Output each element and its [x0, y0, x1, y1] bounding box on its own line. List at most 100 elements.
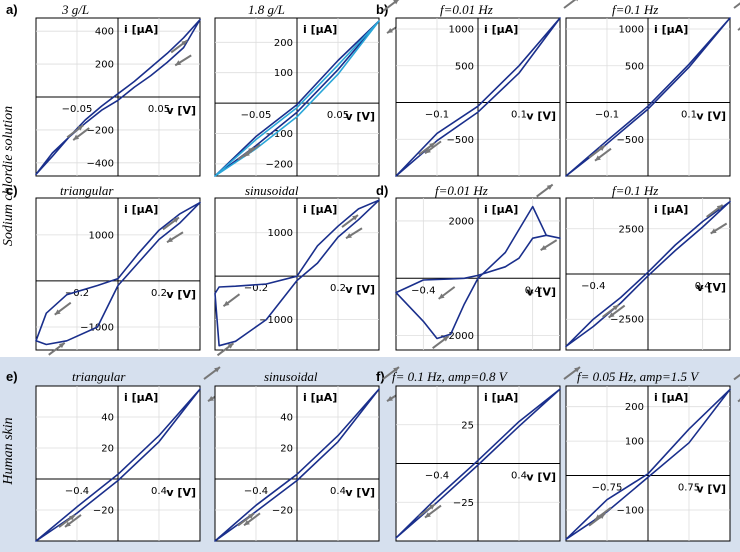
x-tick-label: −0.4 — [244, 486, 268, 497]
x-tick-label: 0.2 — [151, 288, 167, 299]
x-tick-label: 0.1 — [511, 110, 527, 121]
y-tick-label: 1000 — [89, 230, 114, 241]
y-tick-label: 2000 — [449, 216, 474, 227]
title-e2: sinusoidal — [264, 369, 318, 384]
y-tick-label: −100 — [266, 129, 293, 140]
direction-arrowhead — [227, 343, 234, 349]
direction-arrow — [733, 373, 740, 381]
direction-arrowhead — [346, 233, 352, 239]
direction-arrow — [563, 0, 577, 9]
panel-label-b: b) — [376, 2, 389, 17]
y-tick-label: 40 — [280, 413, 293, 424]
direction-arrowhead — [429, 504, 435, 510]
panel-label-d: d) — [376, 183, 389, 198]
y-tick-label: 500 — [625, 61, 644, 72]
direction-arrowhead — [167, 237, 173, 243]
y-tick-label: −200 — [87, 125, 114, 136]
x-tick-label: 0.4 — [695, 281, 711, 292]
y-axis-label: i [μA] — [654, 203, 688, 216]
row-label-skin: Human skin — [1, 417, 16, 485]
y-tick-label: 1000 — [619, 25, 644, 36]
chart-panel-b1: −0.1 0.1 −500 500 1000 i [μA] v [V] — [395, 0, 585, 177]
iv-loop-series-0 — [395, 17, 561, 177]
y-tick-label: 2500 — [619, 224, 644, 235]
title-f1: f= 0.1 Hz, amp=0.8 V — [392, 369, 507, 384]
y-tick-label: 25 — [461, 420, 474, 431]
y-tick-label: −100 — [617, 506, 644, 517]
y-tick-label: 1000 — [449, 25, 474, 36]
direction-arrowhead — [429, 142, 435, 149]
panel-label-f: f) — [376, 369, 385, 384]
chart-d2: −0.4 0.4 −2500 2500 i [μA] v [V] — [565, 197, 731, 351]
iv-loop-series-1 — [214, 20, 380, 177]
y-axis-label: i [μA] — [303, 391, 337, 404]
x-axis-label: v [V] — [345, 110, 375, 123]
y-tick-label: −500 — [447, 135, 474, 146]
y-tick-label: −200 — [266, 159, 293, 170]
y-axis-label: i [μA] — [654, 391, 688, 404]
x-axis-label: v [V] — [696, 281, 726, 294]
chart-panel-c2: −0.2 0.2 −1000 1000 i [μA] v [V] — [214, 197, 380, 357]
y-axis-label: i [μA] — [303, 203, 337, 216]
y-tick-label: 100 — [274, 68, 293, 79]
chart-e2: −0.4 0.4 −20 20 40 i [μA] v [V] — [214, 366, 404, 542]
direction-arrowhead — [546, 184, 553, 190]
x-tick-label: −0.4 — [65, 486, 89, 497]
direction-arrowhead — [576, 0, 578, 2]
chart-panel-b2: −0.1 0.1 −500 500 1000 i [μA] v [V] — [565, 2, 740, 177]
direction-arrowhead — [540, 245, 547, 251]
x-tick-label: −0.1 — [425, 110, 449, 121]
chart-panel-e1: −0.4 0.4 −20 20 40 i [μA] v [V] — [35, 366, 225, 542]
y-axis-label: i [μA] — [124, 203, 158, 216]
chart-f2: −0.75 0.75 −100 100 200 i [μA] v [V] — [565, 373, 740, 542]
direction-arrowhead — [425, 512, 431, 518]
x-tick-label: −0.1 — [595, 110, 619, 121]
y-tick-label: 1000 — [268, 228, 293, 239]
y-axis-label: i [μA] — [124, 391, 158, 404]
x-axis-label: v [V] — [345, 486, 375, 499]
y-tick-label: 20 — [280, 444, 293, 455]
y-tick-label: 200 — [95, 60, 114, 71]
y-axis-label: i [μA] — [303, 23, 337, 36]
x-tick-label: 0.05 — [148, 104, 170, 115]
x-axis-label: v [V] — [166, 104, 196, 117]
x-tick-label: 0.4 — [151, 486, 167, 497]
x-tick-label: 0.1 — [681, 110, 697, 121]
x-tick-label: 0.4 — [330, 486, 346, 497]
iv-loop-series-0 — [35, 201, 201, 346]
direction-arrowhead — [425, 148, 431, 154]
direction-arrowhead — [214, 367, 220, 373]
y-tick-label: −500 — [617, 135, 644, 146]
iv-loop-series-0 — [395, 205, 561, 340]
chart-panel-d2: −0.4 0.4 −2500 2500 i [μA] v [V] — [565, 197, 731, 351]
direction-arrow — [733, 2, 740, 9]
direction-arrowhead — [612, 304, 619, 311]
title-e1: triangular — [72, 369, 126, 384]
direction-arrowhead — [181, 40, 188, 46]
y-axis-label: i [μA] — [654, 23, 688, 36]
x-axis-label: v [V] — [526, 110, 556, 123]
panel-label-c: c) — [6, 183, 18, 198]
x-axis-label: v [V] — [345, 283, 375, 296]
y-axis-label: i [μA] — [124, 23, 158, 36]
direction-arrowhead — [393, 367, 399, 373]
direction-arrowhead — [710, 228, 717, 234]
direction-arrowhead — [244, 520, 250, 526]
direction-arrowhead — [387, 396, 393, 402]
chart-panel-f1: −0.4 0.4 −25 25 i [μA] v [V] — [395, 366, 585, 542]
chart-d1: −0.4 0.4 −2000 2000 i [μA] v [V] — [395, 183, 561, 351]
title-a2: 1.8 g/L — [248, 2, 285, 17]
y-tick-label: 20 — [101, 444, 114, 455]
direction-arrowhead — [223, 300, 230, 307]
chart-panel-f2: −0.75 0.75 −100 100 200 i [μA] v [V] — [565, 373, 740, 542]
row-label-sodium: Sodium chlordie solution — [1, 105, 16, 247]
iv-loop-series-0 — [565, 200, 731, 348]
direction-arrowhead — [595, 155, 601, 161]
title-c2: sinusoidal — [245, 183, 299, 198]
y-tick-label: −25 — [453, 498, 474, 509]
iv-loop-series-0 — [214, 199, 380, 347]
direction-arrowhead — [716, 204, 723, 211]
title-c1: triangular — [60, 183, 114, 198]
direction-arrowhead — [595, 514, 601, 520]
y-tick-label: 400 — [95, 27, 114, 38]
